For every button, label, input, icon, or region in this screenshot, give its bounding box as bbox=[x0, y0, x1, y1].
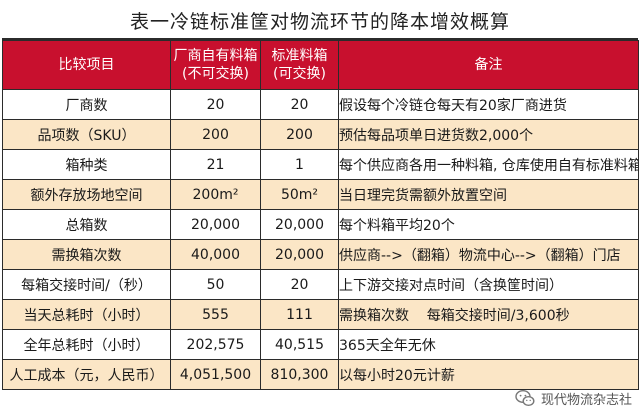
row-note: 每个供应商各用一种料箱, 仓库使用自有标准料箱 bbox=[338, 149, 639, 180]
row-standard-box-value: 50m² bbox=[260, 179, 339, 210]
row-own-box-value: 20 bbox=[170, 89, 261, 120]
header-standard-box: 标准料箱 (可交换) bbox=[260, 40, 339, 90]
row-standard-box-value: 810,300 bbox=[260, 359, 339, 390]
row-note: 以每小时20元计薪 bbox=[338, 359, 639, 390]
header-item: 比较项目 bbox=[2, 40, 171, 90]
row-note: 当日理完货需额外放置空间 bbox=[338, 179, 639, 210]
row-own-box-value: 4,051,500 bbox=[170, 359, 261, 390]
table-title: 表一冷链标准筐对物流环节的降本增效概算 bbox=[2, 6, 638, 40]
row-item: 厂商数 bbox=[2, 89, 171, 120]
table-row: 厂商数 20 20 假设每个冷链仓每天有20家厂商进货 bbox=[2, 89, 639, 120]
row-item: 总箱数 bbox=[2, 209, 171, 240]
table-row: 品项数（SKU） 200 200 预估每品项单日进货数2,000个 bbox=[2, 119, 639, 150]
publisher-watermark: 现代物流杂志社 bbox=[515, 386, 632, 410]
row-item: 人工成本（元，人民币） bbox=[2, 359, 171, 390]
row-standard-box-value: 20,000 bbox=[260, 209, 339, 240]
table-row: 每箱交接时间/（秒） 50 20 上下游交接对点时间（含换筐时间） bbox=[2, 269, 639, 300]
header-standard-box-line1: 标准料箱 bbox=[271, 48, 328, 64]
table-row: 人工成本（元，人民币） 4,051,500 810,300 以每小时20元计薪 bbox=[2, 359, 639, 390]
header-note: 备注 bbox=[338, 40, 639, 90]
wechat-icon bbox=[515, 389, 535, 407]
row-standard-box-value: 200 bbox=[260, 119, 339, 150]
header-own-box: 厂商自有料箱 (不可交换) bbox=[170, 40, 261, 90]
row-own-box-value: 200 bbox=[170, 119, 261, 150]
row-item: 品项数（SKU） bbox=[2, 119, 171, 150]
row-standard-box-value: 20,000 bbox=[260, 239, 339, 270]
row-standard-box-value: 111 bbox=[260, 299, 339, 330]
row-item: 箱种类 bbox=[2, 149, 171, 180]
header-own-box-line1: 厂商自有料箱 bbox=[173, 48, 258, 64]
row-standard-box-value: 40,515 bbox=[260, 329, 339, 360]
row-standard-box-value: 20 bbox=[260, 89, 339, 120]
row-own-box-value: 200m² bbox=[170, 179, 261, 210]
row-standard-box-value: 1 bbox=[260, 149, 339, 180]
row-own-box-value: 555 bbox=[170, 299, 261, 330]
row-note: 预估每品项单日进货数2,000个 bbox=[338, 119, 639, 150]
row-note: 365天全年无休 bbox=[338, 329, 639, 360]
table-row: 当天总耗时（小时） 555 111 需换箱次数 每箱交接时间/3,600秒 bbox=[2, 299, 639, 330]
row-note: 假设每个冷链仓每天有20家厂商进货 bbox=[338, 89, 639, 120]
table-row: 总箱数 20,000 20,000 每个料箱平均20个 bbox=[2, 209, 639, 240]
row-note: 需换箱次数 每箱交接时间/3,600秒 bbox=[338, 299, 639, 330]
table-row: 箱种类 21 1 每个供应商各用一种料箱, 仓库使用自有标准料箱 bbox=[2, 149, 639, 180]
row-own-box-value: 50 bbox=[170, 269, 261, 300]
row-item: 需换箱次数 bbox=[2, 239, 171, 270]
row-own-box-value: 40,000 bbox=[170, 239, 261, 270]
table-header-row: 比较项目 厂商自有料箱 (不可交换) 标准料箱 (可交换) 备注 bbox=[2, 40, 639, 90]
row-item: 当天总耗时（小时） bbox=[2, 299, 171, 330]
row-item: 全年总耗时（小时） bbox=[2, 329, 171, 360]
comparison-table: 比较项目 厂商自有料箱 (不可交换) 标准料箱 (可交换) 备注 厂商数 20 … bbox=[2, 40, 639, 390]
table-row: 需换箱次数 40,000 20,000 供应商-->（翻箱）物流中心-->（翻箱… bbox=[2, 239, 639, 270]
header-own-box-line2: (不可交换) bbox=[182, 66, 249, 82]
row-own-box-value: 21 bbox=[170, 149, 261, 180]
row-item: 每箱交接时间/（秒） bbox=[2, 269, 171, 300]
row-standard-box-value: 20 bbox=[260, 269, 339, 300]
watermark-text: 现代物流杂志社 bbox=[540, 392, 632, 408]
row-note: 每个料箱平均20个 bbox=[338, 209, 639, 240]
row-own-box-value: 202,575 bbox=[170, 329, 261, 360]
table-row: 额外存放场地空间 200m² 50m² 当日理完货需额外放置空间 bbox=[2, 179, 639, 210]
table-row: 全年总耗时（小时） 202,575 40,515 365天全年无休 bbox=[2, 329, 639, 360]
row-note: 供应商-->（翻箱）物流中心-->（翻箱）门店 bbox=[338, 239, 639, 270]
header-standard-box-line2: (可交换) bbox=[273, 66, 326, 82]
row-note: 上下游交接对点时间（含换筐时间） bbox=[338, 269, 639, 300]
row-item: 额外存放场地空间 bbox=[2, 179, 171, 210]
row-own-box-value: 20,000 bbox=[170, 209, 261, 240]
